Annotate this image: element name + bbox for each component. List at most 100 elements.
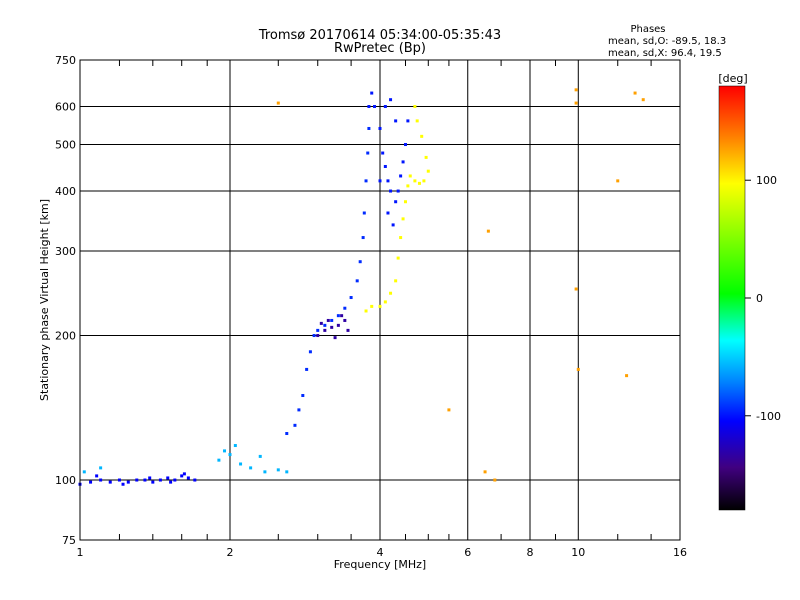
data-point (301, 394, 305, 398)
y-tick-label: 300 (55, 245, 76, 258)
data-point (378, 304, 382, 308)
x-tick-label: 4 (377, 546, 384, 559)
chart-title: Tromsø 20170614 05:34:00-05:35:43 (258, 28, 501, 43)
data-point (323, 328, 327, 332)
data-point (406, 119, 410, 123)
data-point (386, 211, 390, 215)
legend-x-mode: mean, sd,X: 96.4, 19.5 (608, 48, 722, 59)
y-tick-label: 600 (55, 101, 76, 114)
x-tick-labels: 1 2 4 6 8 10 16 (77, 546, 688, 559)
data-point (424, 155, 428, 159)
data-point (108, 480, 112, 484)
data-point (217, 458, 221, 462)
data-point (383, 164, 387, 168)
data-point (258, 454, 262, 458)
data-point (239, 462, 243, 466)
data-point (413, 179, 417, 183)
data-point (285, 470, 289, 474)
data-point (641, 98, 645, 102)
data-point (82, 470, 86, 474)
data-point (381, 151, 385, 155)
data-point (422, 179, 426, 183)
data-point (394, 279, 398, 283)
data-point (399, 236, 403, 240)
data-point (366, 151, 370, 155)
data-point (389, 291, 393, 295)
data-point (285, 432, 289, 436)
x-tick-label: 8 (527, 546, 534, 559)
data-point (386, 179, 390, 183)
data-point (333, 336, 337, 340)
data-point (625, 374, 629, 378)
data-point (370, 304, 374, 308)
data-point (319, 321, 323, 325)
data-point (355, 279, 359, 283)
data-point (223, 449, 227, 453)
data-point (493, 478, 497, 482)
data-point (391, 223, 395, 227)
data-point (99, 478, 103, 482)
data-point (447, 408, 451, 412)
colorbar-tick-label: -100 (756, 410, 781, 423)
data-point (117, 478, 121, 482)
data-point (330, 325, 334, 329)
data-point (151, 480, 155, 484)
data-point (389, 98, 393, 102)
data-point (330, 318, 334, 322)
data-point (383, 300, 387, 304)
data-point (574, 88, 578, 92)
data-point (180, 474, 184, 478)
data-point (426, 169, 430, 173)
data-point (148, 476, 152, 480)
data-point (483, 470, 487, 474)
data-point (394, 200, 398, 204)
data-point (343, 306, 347, 310)
data-point (126, 480, 130, 484)
data-point (135, 478, 139, 482)
chart-subtitle: RwPretec (Bp) (334, 41, 426, 56)
data-point (143, 478, 147, 482)
data-point (316, 328, 320, 332)
data-point (166, 476, 170, 480)
data-point (193, 478, 197, 482)
data-point (312, 334, 316, 338)
data-point (370, 91, 374, 95)
data-point (233, 444, 237, 448)
data-point (413, 105, 417, 109)
data-point (158, 478, 162, 482)
data-point (396, 256, 400, 260)
data-point (383, 105, 387, 109)
data-point (308, 350, 312, 354)
data-point (349, 296, 353, 300)
colorbar-ticks: 100 0 -100 (745, 174, 781, 423)
data-point (420, 134, 424, 138)
x-axis-label: Frequency [MHz] (334, 558, 426, 571)
data-point (367, 105, 371, 109)
data-point (574, 287, 578, 291)
data-point (361, 236, 365, 240)
y-tick-label: 500 (55, 139, 76, 152)
y-tick-label: 100 (55, 474, 76, 487)
data-point (399, 174, 403, 178)
data-point (340, 314, 344, 318)
legend-title: Phases (630, 24, 665, 35)
y-tick-label: 400 (55, 185, 76, 198)
data-point (364, 179, 368, 183)
data-point (378, 179, 382, 183)
data-point (249, 466, 253, 470)
data-point (276, 468, 280, 472)
data-point (616, 179, 620, 183)
data-point (394, 119, 398, 123)
data-point (408, 174, 412, 178)
data-point (367, 126, 371, 130)
data-point (358, 260, 362, 264)
data-point (364, 309, 368, 313)
data-point (293, 423, 297, 427)
data-point (305, 367, 309, 371)
data-points (78, 88, 645, 486)
data-point (99, 466, 103, 470)
grid-lines (80, 60, 680, 540)
data-point (576, 367, 580, 371)
x-tick-label: 2 (227, 546, 234, 559)
